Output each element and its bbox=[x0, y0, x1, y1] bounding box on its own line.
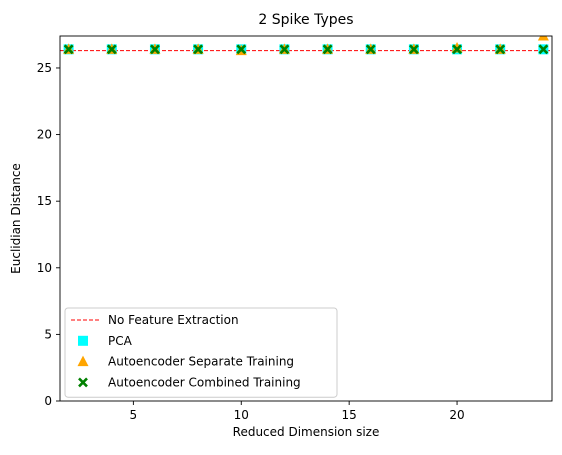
legend-handle-triangle bbox=[77, 355, 89, 367]
series-1-point bbox=[537, 36, 549, 41]
series-2-point bbox=[279, 44, 290, 55]
plot-marks bbox=[60, 36, 552, 56]
y-tick-label: 15 bbox=[37, 194, 52, 208]
series-2-point bbox=[365, 44, 376, 55]
series-2-point bbox=[408, 44, 419, 55]
axes: 5 10 15 20 0 5 10 15 20 25 bbox=[37, 35, 553, 422]
x-tick-label: 20 bbox=[449, 408, 464, 422]
x-axis-label: Reduced Dimension size bbox=[233, 425, 380, 439]
legend-label: PCA bbox=[108, 334, 133, 348]
y-axis-label: Euclidian Distance bbox=[9, 163, 23, 274]
legend-box bbox=[64, 307, 338, 398]
x-tick-label: 15 bbox=[342, 408, 357, 422]
y-tick-label: 20 bbox=[37, 128, 52, 142]
legend-handle-x bbox=[78, 377, 88, 388]
x-tick-label: 10 bbox=[234, 408, 249, 422]
series-2-point bbox=[538, 44, 549, 55]
y-tick-label: 5 bbox=[44, 327, 52, 341]
series-2-point bbox=[63, 44, 74, 55]
legend-handle-square bbox=[78, 335, 88, 346]
legend-label: Autoencoder Separate Training bbox=[108, 355, 294, 369]
series-2-point bbox=[193, 44, 204, 55]
legend: No Feature Extraction PCA Autoencoder Sepa… bbox=[64, 307, 338, 398]
series-2-point bbox=[495, 44, 506, 55]
legend-label: No Feature Extraction bbox=[108, 313, 239, 327]
y-tick-label: 10 bbox=[37, 261, 52, 275]
series-2-point bbox=[236, 44, 247, 55]
x-tick-label: 5 bbox=[130, 408, 138, 422]
y-tick-label: 0 bbox=[44, 394, 52, 408]
series-2-point bbox=[322, 44, 333, 55]
plot-frame bbox=[59, 35, 553, 402]
y-tick-label: 25 bbox=[37, 61, 52, 75]
series-1-point bbox=[451, 41, 463, 53]
chart-title: 2 Spike Types bbox=[258, 12, 353, 28]
series-2-point bbox=[452, 44, 462, 55]
series-2-point bbox=[150, 44, 160, 55]
legend-label: Autoencoder Combined Training bbox=[108, 375, 301, 389]
series-2-point bbox=[106, 44, 117, 55]
